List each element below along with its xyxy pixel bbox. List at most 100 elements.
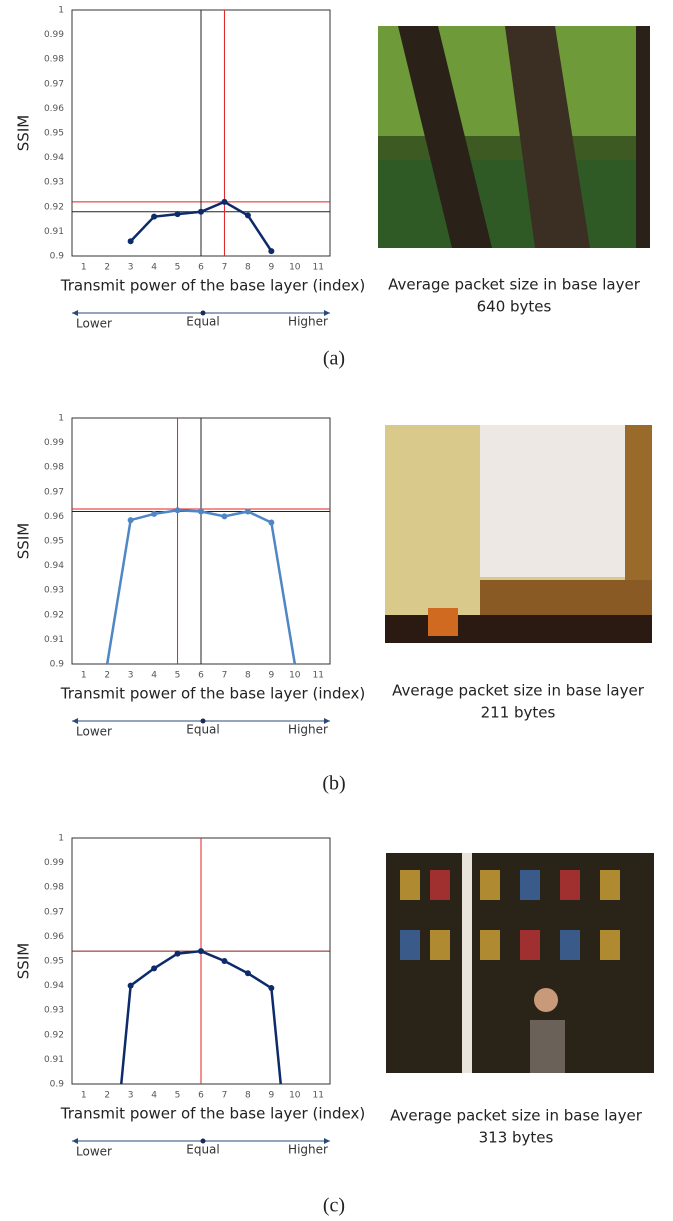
x-tick-label: 9 [268,1091,274,1101]
scale-label: Higher [288,1143,328,1157]
x-tick-label: 3 [128,1091,134,1101]
panel-label: (b) [322,773,345,795]
scale-label: Lower [76,1145,112,1159]
data-point [127,238,134,245]
scale-label: Equal [186,315,220,329]
x-axis-label: Transmit power of the base layer (index) [60,1105,365,1123]
data-point [127,982,134,989]
data-point [221,958,228,964]
x-tick-label: 7 [222,1091,228,1101]
y-axis-label: SSIM [15,943,33,979]
image-caption: Average packet size in base layer [392,682,645,700]
x-tick-label: 10 [289,263,301,273]
data-point [221,198,228,205]
x-tick-label: 9 [268,263,274,273]
equal-dot [200,1138,206,1144]
y-tick-label: 0.97 [44,487,64,497]
y-tick-label: 0.96 [44,932,64,942]
y-tick-label: 0.95 [44,129,64,139]
x-tick-label: 2 [104,1091,110,1101]
image-caption: 211 bytes [481,704,556,722]
y-tick-label: 0.91 [44,227,64,237]
photo-c [386,853,654,1073]
data-point [268,985,275,992]
photo-b [385,425,652,643]
scale-label: Higher [288,723,328,737]
scale-label: Lower [76,725,112,739]
x-tick-label: 6 [198,1091,204,1101]
x-axis-label: Transmit power of the base layer (index) [60,685,365,703]
x-tick-label: 5 [175,1091,181,1101]
equal-dot [200,718,206,724]
image-caption: Average packet size in base layer [390,1107,643,1125]
x-tick-label: 6 [198,671,204,681]
x-tick-label: 7 [222,263,228,273]
x-tick-label: 4 [151,263,157,273]
y-tick-label: 0.94 [44,153,64,163]
photo-a [378,26,650,248]
y-tick-label: 1 [58,414,64,424]
image-caption: 640 bytes [477,298,552,316]
x-tick-label: 2 [104,671,110,681]
x-tick-label: 4 [151,1091,157,1101]
data-point [198,508,204,515]
y-tick-label: 0.9 [50,1080,65,1090]
y-tick-label: 0.96 [44,512,64,522]
x-tick-label: 9 [268,671,274,681]
y-axis-label: SSIM [15,115,33,151]
equal-dot [200,310,206,316]
scale-label: Equal [186,723,220,737]
x-tick-label: 10 [289,671,301,681]
y-tick-label: 0.99 [44,858,64,868]
image-caption: Average packet size in base layer [388,276,641,294]
x-tick-label: 3 [128,263,134,273]
data-point [174,950,181,957]
y-tick-label: 0.9 [50,252,65,262]
data-point [221,513,228,520]
y-tick-label: 0.93 [44,586,64,596]
x-tick-label: 11 [313,1091,324,1101]
x-axis-label: Transmit power of the base layer (index) [60,277,365,295]
y-tick-label: 0.97 [44,79,64,89]
data-point [151,510,158,517]
x-tick-label: 4 [151,671,157,681]
y-tick-label: 0.92 [44,610,64,620]
y-tick-label: 0.9 [50,660,65,670]
y-axis-label: SSIM [15,523,33,559]
data-point [151,965,158,972]
y-tick-label: 0.91 [44,1055,64,1065]
y-tick-label: 1 [58,834,64,844]
y-tick-label: 0.94 [44,981,64,991]
scale-label: Higher [288,315,328,329]
x-tick-label: 10 [289,1091,301,1101]
y-tick-label: 0.95 [44,537,64,547]
data-point [151,213,158,220]
data-point [268,519,275,526]
x-tick-label: 1 [81,263,87,273]
y-tick-label: 0.93 [44,178,64,188]
x-tick-label: 8 [245,263,251,273]
panel-label: (c) [323,1195,345,1217]
x-tick-label: 1 [81,671,87,681]
data-point [127,517,134,524]
image-caption: 313 bytes [479,1129,554,1147]
data-point [244,508,251,515]
y-tick-label: 0.92 [44,1030,64,1040]
scale-label: Lower [76,317,112,331]
y-tick-label: 0.99 [44,30,64,40]
y-tick-label: 0.95 [44,957,64,967]
x-tick-label: 6 [198,263,204,273]
y-tick-label: 0.97 [44,907,64,917]
y-tick-label: 1 [58,6,64,16]
x-tick-label: 11 [313,671,324,681]
x-tick-label: 7 [222,671,228,681]
y-tick-label: 0.98 [44,883,64,893]
x-tick-label: 1 [81,1091,87,1101]
y-tick-label: 0.98 [44,463,64,473]
data-point [174,211,181,218]
data-point [174,507,181,514]
y-tick-label: 0.99 [44,438,64,448]
x-tick-label: 8 [245,1091,251,1101]
data-point [198,948,204,955]
